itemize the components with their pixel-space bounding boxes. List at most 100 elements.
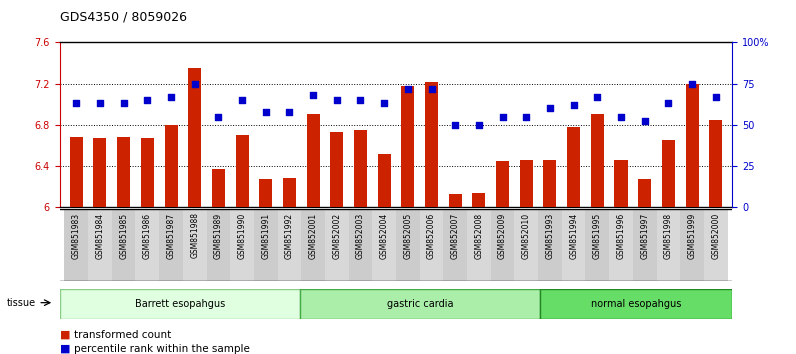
Text: GSM852007: GSM852007 bbox=[451, 212, 460, 259]
Text: GSM851986: GSM851986 bbox=[142, 212, 152, 259]
Bar bbox=[520, 160, 533, 207]
Bar bbox=[230, 209, 254, 281]
Text: transformed count: transformed count bbox=[74, 330, 171, 339]
Bar bbox=[562, 209, 586, 281]
Bar bbox=[301, 209, 325, 281]
Bar bbox=[472, 193, 486, 207]
Point bbox=[449, 122, 462, 128]
Bar bbox=[704, 209, 728, 281]
Bar bbox=[88, 209, 111, 281]
Bar bbox=[349, 209, 373, 281]
Bar bbox=[419, 209, 443, 281]
Bar bbox=[609, 209, 633, 281]
Point bbox=[473, 122, 486, 128]
Bar bbox=[449, 194, 462, 207]
Bar bbox=[638, 179, 651, 207]
Text: normal esopahgus: normal esopahgus bbox=[591, 298, 681, 309]
Text: GSM851991: GSM851991 bbox=[261, 212, 271, 259]
Bar bbox=[467, 209, 491, 281]
Point bbox=[544, 105, 556, 111]
Bar bbox=[633, 209, 657, 281]
Text: GSM852001: GSM852001 bbox=[309, 212, 318, 259]
Bar bbox=[443, 209, 467, 281]
Bar bbox=[325, 209, 349, 281]
Bar bbox=[514, 209, 538, 281]
Text: GSM851990: GSM851990 bbox=[237, 212, 247, 259]
Text: GSM852010: GSM852010 bbox=[521, 212, 531, 259]
Bar bbox=[544, 160, 556, 207]
Bar bbox=[396, 209, 419, 281]
Bar bbox=[236, 135, 248, 207]
Point bbox=[117, 101, 130, 106]
Text: GSM852005: GSM852005 bbox=[404, 212, 412, 259]
Bar bbox=[70, 137, 83, 207]
Bar bbox=[586, 209, 609, 281]
Text: GSM852003: GSM852003 bbox=[356, 212, 365, 259]
Bar bbox=[188, 68, 201, 207]
Text: GSM851992: GSM851992 bbox=[285, 212, 294, 259]
Bar bbox=[283, 178, 296, 207]
Point bbox=[236, 97, 248, 103]
Point bbox=[283, 109, 296, 114]
Bar bbox=[259, 179, 272, 207]
Bar bbox=[206, 209, 230, 281]
Bar bbox=[141, 138, 154, 207]
Bar bbox=[491, 209, 514, 281]
Text: GSM851994: GSM851994 bbox=[569, 212, 578, 259]
Text: GSM851996: GSM851996 bbox=[617, 212, 626, 259]
Text: GSM851983: GSM851983 bbox=[72, 212, 80, 259]
Bar bbox=[709, 120, 722, 207]
Bar bbox=[567, 127, 580, 207]
Text: GSM852009: GSM852009 bbox=[498, 212, 507, 259]
Point bbox=[354, 97, 367, 103]
Bar bbox=[300, 289, 540, 319]
Bar bbox=[212, 169, 225, 207]
Text: GSM851997: GSM851997 bbox=[640, 212, 650, 259]
Point bbox=[141, 97, 154, 103]
Text: GSM851985: GSM851985 bbox=[119, 212, 128, 259]
Text: GSM852002: GSM852002 bbox=[332, 212, 341, 259]
Bar bbox=[64, 209, 88, 281]
Bar bbox=[278, 209, 301, 281]
Point bbox=[378, 101, 391, 106]
Bar bbox=[111, 209, 135, 281]
Bar bbox=[93, 138, 107, 207]
Point bbox=[189, 81, 201, 86]
Bar bbox=[377, 154, 391, 207]
Bar bbox=[306, 114, 320, 207]
Bar bbox=[330, 132, 343, 207]
Bar bbox=[496, 161, 509, 207]
Bar bbox=[540, 289, 732, 319]
Text: GSM851998: GSM851998 bbox=[664, 212, 673, 259]
Bar bbox=[60, 289, 300, 319]
Point bbox=[638, 119, 651, 124]
Point bbox=[709, 94, 722, 99]
Point bbox=[662, 101, 675, 106]
Bar bbox=[373, 209, 396, 281]
Text: GSM852000: GSM852000 bbox=[712, 212, 720, 259]
Point bbox=[496, 114, 509, 119]
Point bbox=[70, 101, 83, 106]
Bar bbox=[657, 209, 681, 281]
Text: Barrett esopahgus: Barrett esopahgus bbox=[135, 298, 225, 309]
Point bbox=[685, 81, 698, 86]
Point bbox=[212, 114, 224, 119]
Text: GSM851984: GSM851984 bbox=[96, 212, 104, 259]
Bar bbox=[685, 84, 699, 207]
Text: GSM851995: GSM851995 bbox=[593, 212, 602, 259]
Point bbox=[165, 94, 178, 99]
Bar bbox=[117, 137, 131, 207]
Text: gastric cardia: gastric cardia bbox=[387, 298, 453, 309]
Point bbox=[520, 114, 533, 119]
Text: GSM851987: GSM851987 bbox=[166, 212, 175, 259]
Text: GSM852004: GSM852004 bbox=[380, 212, 388, 259]
Bar bbox=[165, 125, 178, 207]
Bar bbox=[135, 209, 159, 281]
Point bbox=[259, 109, 272, 114]
Bar bbox=[425, 81, 438, 207]
Text: GDS4350 / 8059026: GDS4350 / 8059026 bbox=[60, 11, 187, 24]
Point bbox=[591, 94, 603, 99]
Point bbox=[568, 102, 580, 108]
Bar bbox=[615, 160, 627, 207]
Text: percentile rank within the sample: percentile rank within the sample bbox=[74, 344, 250, 354]
